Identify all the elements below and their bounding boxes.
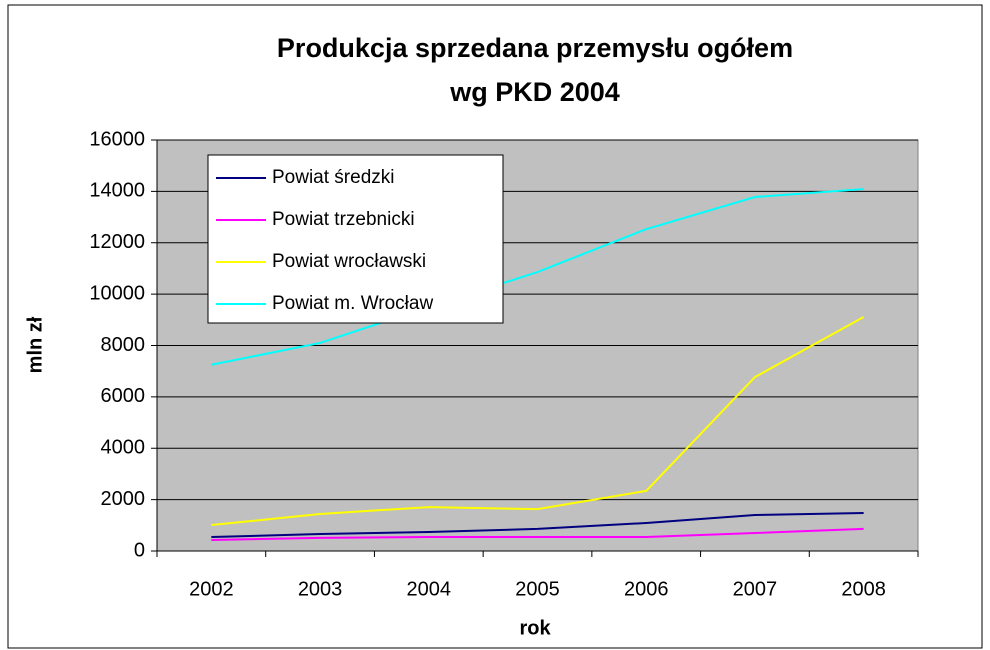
series-line (211, 527, 864, 541)
x-tick-label: 2008 (841, 578, 886, 600)
series-line (211, 188, 864, 366)
y-tick-label: 0 (134, 539, 145, 561)
x-axis-label: rok (519, 617, 551, 639)
x-tick-label: 2002 (189, 578, 234, 600)
y-tick-label: 14000 (89, 180, 145, 202)
y-tick-label: 4000 (101, 437, 146, 459)
legend-label: Powiat trzebnicki (272, 209, 415, 230)
legend-label: Powiat wrocławski (272, 251, 426, 272)
chart-title: wg PKD 2004 (449, 77, 620, 107)
y-tick-label: 6000 (101, 385, 146, 407)
y-axis-label: mln zł (24, 316, 46, 373)
x-tick-label: 2007 (733, 578, 778, 600)
y-tick-label: 12000 (89, 231, 145, 253)
series-line (211, 316, 865, 527)
legend (207, 154, 504, 324)
x-tick-label: 2003 (298, 578, 343, 600)
y-tick-label: 8000 (101, 334, 146, 356)
x-tick-label: 2004 (407, 578, 452, 600)
y-tick-label: 10000 (89, 282, 145, 304)
x-tick-label: 2005 (515, 578, 560, 600)
chart-title: Produkcja sprzedana przemysłu ogółem (277, 33, 793, 63)
y-tick-label: 16000 (89, 128, 145, 150)
legend-label: Powiat m. Wrocław (272, 293, 433, 314)
series-line (211, 511, 864, 538)
legend-label: Powiat średzki (272, 167, 395, 188)
x-tick-label: 2006 (624, 578, 669, 600)
y-tick-label: 2000 (101, 488, 146, 510)
